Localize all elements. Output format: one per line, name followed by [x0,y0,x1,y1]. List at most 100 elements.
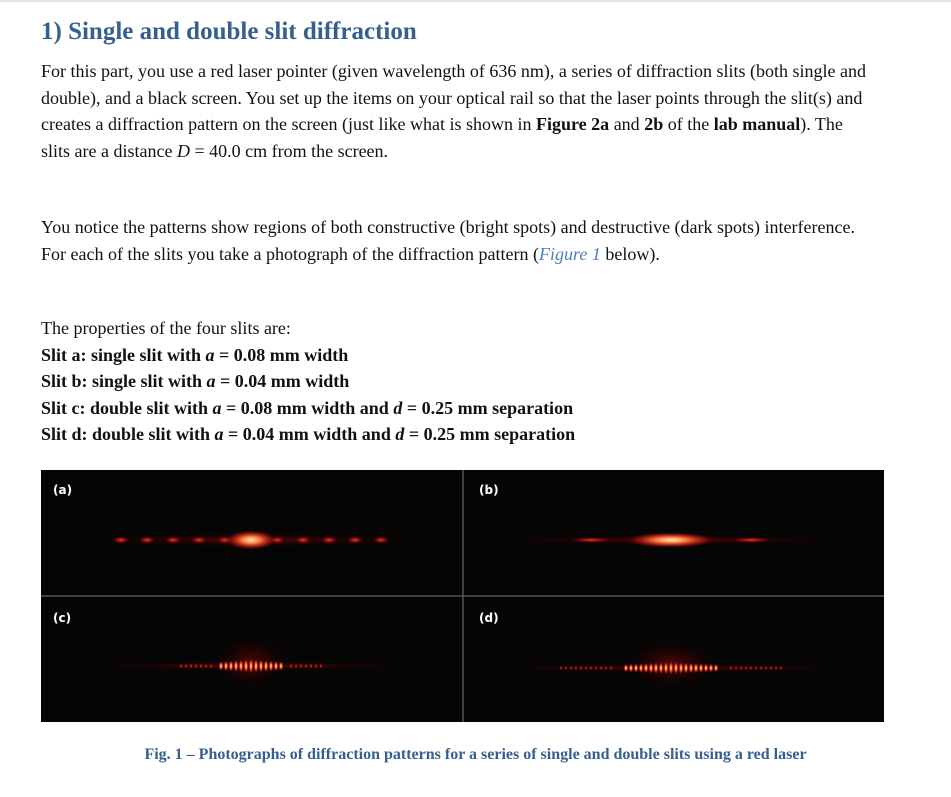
paragraph: You notice the patterns show regions of … [41,214,871,267]
light-spot [584,665,588,671]
light-spot [633,663,639,673]
text: = 0.08 mm width and [221,397,394,418]
light-spot [774,665,778,671]
light-spot [764,665,768,671]
light-spot [779,665,783,671]
light-spot [209,663,213,669]
light-spot [294,663,298,669]
light-spot [319,663,323,669]
light-spot [703,663,709,673]
math: d [393,397,403,418]
light-spot [233,659,239,673]
math: a [205,344,215,365]
light-spot [248,658,254,674]
light-spot [628,663,634,673]
text: Figure 2a [536,114,610,134]
light-spot [713,663,719,673]
light-spot [599,665,603,671]
text: For this part, you use a red laser point… [41,61,866,134]
light-spot [372,536,390,544]
light-spot [559,665,563,671]
light-spot [238,659,244,673]
light-spot [604,665,608,671]
light-spot [243,658,249,674]
light-spot [708,663,714,673]
text: = 40.0 cm from the screen. [189,140,389,161]
text: of the [663,114,714,134]
light-spot [683,661,689,675]
light-spot [663,661,669,675]
light-spot [626,532,716,548]
light-spot [138,536,156,544]
text: Slit c: double slit with [41,397,213,418]
light-spot [194,663,198,669]
math: a [212,397,222,418]
light-spot [204,663,208,669]
text: = 0.04 mm width and [223,424,396,444]
slit-line: Slit c: double slit with a = 0.08 mm wid… [41,395,871,422]
panel-label: (a) [53,483,72,497]
light-spot [769,665,773,671]
math: a [206,371,216,391]
light-spot [225,530,277,550]
light-spot [609,665,613,671]
light-spot [693,662,699,674]
light-spot [278,661,284,671]
slit-line: Slit a: single slit with a = 0.08 mm wid… [41,342,871,369]
light-spot [729,665,733,671]
panel-label: (b) [479,483,499,497]
text: = 0.25 mm separation [404,424,576,444]
light-spot [739,665,743,671]
light-spot [673,661,679,675]
figure-caption: Fig. 1 – Photographs of diffraction patt… [144,746,807,763]
light-spot [759,665,763,671]
light-spot [309,663,313,669]
light-spot [184,663,188,669]
panel-label: (d) [479,611,499,625]
text: The properties of the four slits are: [41,318,291,338]
slit-list: The properties of the four slits are: Sl… [41,315,871,448]
light-spot [304,663,308,669]
light-spot [299,663,303,669]
text: Slit d: double slit with [41,424,215,444]
light-spot [688,662,694,674]
light-spot [199,663,203,669]
light-spot [623,663,629,673]
light-spot [594,665,598,671]
light-spot [734,665,738,671]
math: a [214,424,224,444]
light-spot [589,665,593,671]
light-spot [579,665,583,671]
light-spot [638,662,644,674]
light-spot [289,663,293,669]
light-spot [268,660,274,672]
text: lab manual [713,114,801,134]
light-spot [223,660,229,672]
light-spot [189,663,193,669]
light-spot [320,536,338,544]
light-spot [658,661,664,675]
text: = 0.08 mm width [214,344,349,365]
top-rule [0,0,951,2]
light-spot [164,536,182,544]
text: 2b [644,114,664,134]
text: and [609,114,645,134]
light-spot [653,661,659,675]
panel-label: (c) [53,611,71,625]
text: Slit a: single slit with [41,344,206,365]
text: below). [600,243,660,264]
light-spot [190,536,208,544]
light-spot [729,537,773,543]
text: You notice the patterns show regions of … [41,217,855,264]
light-spot [179,663,183,669]
light-spot [668,661,674,675]
figure-ref: Figure 1 [539,243,601,264]
light-spot [273,660,279,672]
light-spot [294,536,312,544]
light-spot [698,662,704,674]
light-spot [648,662,654,674]
light-spot [314,663,318,669]
light-spot [253,658,259,674]
light-spot [569,665,573,671]
slit-line: Slit d: double slit with a = 0.04 mm wid… [41,421,871,448]
